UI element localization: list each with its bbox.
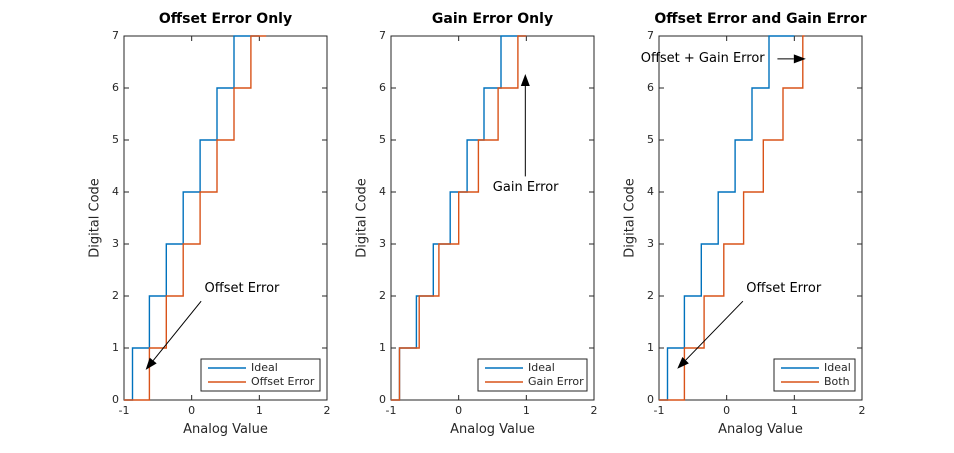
legend-label: Ideal	[824, 361, 851, 374]
subplot1-xlabel: Analog Value	[183, 422, 268, 437]
legend-label: Both	[824, 375, 850, 388]
y-tick-label: 1	[112, 341, 119, 354]
y-tick-label: 7	[379, 29, 386, 42]
y-tick-label: 3	[112, 237, 119, 250]
y-tick-label: 0	[647, 393, 654, 406]
y-tick-label: 2	[379, 289, 386, 302]
y-tick-label: 0	[112, 393, 119, 406]
legend-box	[773, 358, 856, 392]
y-tick-label: 6	[112, 81, 119, 94]
annotation-arrow-line	[685, 300, 744, 361]
subplot3-ylabel: Digital Code	[622, 178, 638, 258]
y-tick-label: 1	[647, 341, 654, 354]
annotation-text: Offset + Gain Error	[640, 50, 765, 66]
y-tick-label: 3	[647, 237, 654, 250]
y-tick-label: 2	[112, 289, 119, 302]
subplot3-title: Offset Error and Gain Error	[654, 11, 867, 27]
y-tick-label: 6	[379, 81, 386, 94]
annotation-text: Offset Error	[204, 281, 280, 297]
y-tick-label: 3	[379, 237, 386, 250]
y-tick-label: 5	[112, 133, 119, 146]
y-tick-label: 5	[379, 133, 386, 146]
x-tick-label: 0	[723, 404, 731, 417]
y-tick-label: 7	[647, 29, 654, 42]
x-tick-label: 0	[455, 404, 463, 417]
y-tick-label: 2	[647, 289, 654, 302]
x-tick-label: 2	[590, 404, 598, 417]
annotation-text: Gain Error	[492, 179, 559, 195]
annotation-arrowhead	[520, 73, 530, 86]
subplot1-title: Offset Error Only	[158, 11, 293, 27]
y-tick-label: 6	[647, 81, 654, 94]
staircase-both	[659, 35, 805, 401]
x-tick-label: -1	[385, 404, 397, 417]
y-tick-label: 7	[112, 29, 119, 42]
x-tick-label: 2	[323, 404, 331, 417]
axes-frame	[390, 35, 595, 401]
staircase-ideal	[659, 35, 795, 401]
annotation-arrowhead	[793, 54, 806, 64]
legend-box	[477, 358, 588, 392]
annotation-arrowhead	[145, 357, 157, 370]
staircase-offset-error	[124, 35, 267, 401]
y-tick-label: 4	[379, 185, 386, 198]
x-tick-label: 1	[522, 404, 530, 417]
y-tick-label: 1	[379, 341, 386, 354]
annotation-arrow-line	[152, 300, 202, 361]
legend-box	[200, 358, 321, 392]
axes-frame	[123, 35, 328, 401]
legend-label: Ideal	[251, 361, 278, 374]
axes-frame	[658, 35, 863, 401]
legend-label: Offset Error	[251, 375, 315, 388]
y-tick-label: 0	[379, 393, 386, 406]
y-tick-label: 4	[112, 185, 119, 198]
legend-label: Ideal	[528, 361, 555, 374]
staircase-ideal	[124, 35, 260, 401]
staircase-gain-error	[391, 35, 527, 401]
subplot2-xlabel: Analog Value	[450, 422, 535, 437]
annotation-text: Offset Error	[746, 281, 822, 297]
y-tick-label: 4	[647, 185, 654, 198]
annotation-arrowhead	[677, 357, 689, 369]
x-tick-label: 2	[858, 404, 866, 417]
x-tick-label: 1	[790, 404, 798, 417]
subplot3-xlabel: Analog Value	[718, 422, 803, 437]
subplot2-title: Gain Error Only	[431, 11, 554, 27]
x-tick-label: -1	[118, 404, 130, 417]
x-tick-label: 1	[255, 404, 263, 417]
y-tick-label: 5	[647, 133, 654, 146]
subplot1-ylabel: Digital Code	[87, 178, 103, 258]
x-tick-label: 0	[188, 404, 196, 417]
subplot2-ylabel: Digital Code	[354, 178, 370, 258]
legend-label: Gain Error	[528, 375, 584, 388]
x-tick-label: -1	[653, 404, 665, 417]
